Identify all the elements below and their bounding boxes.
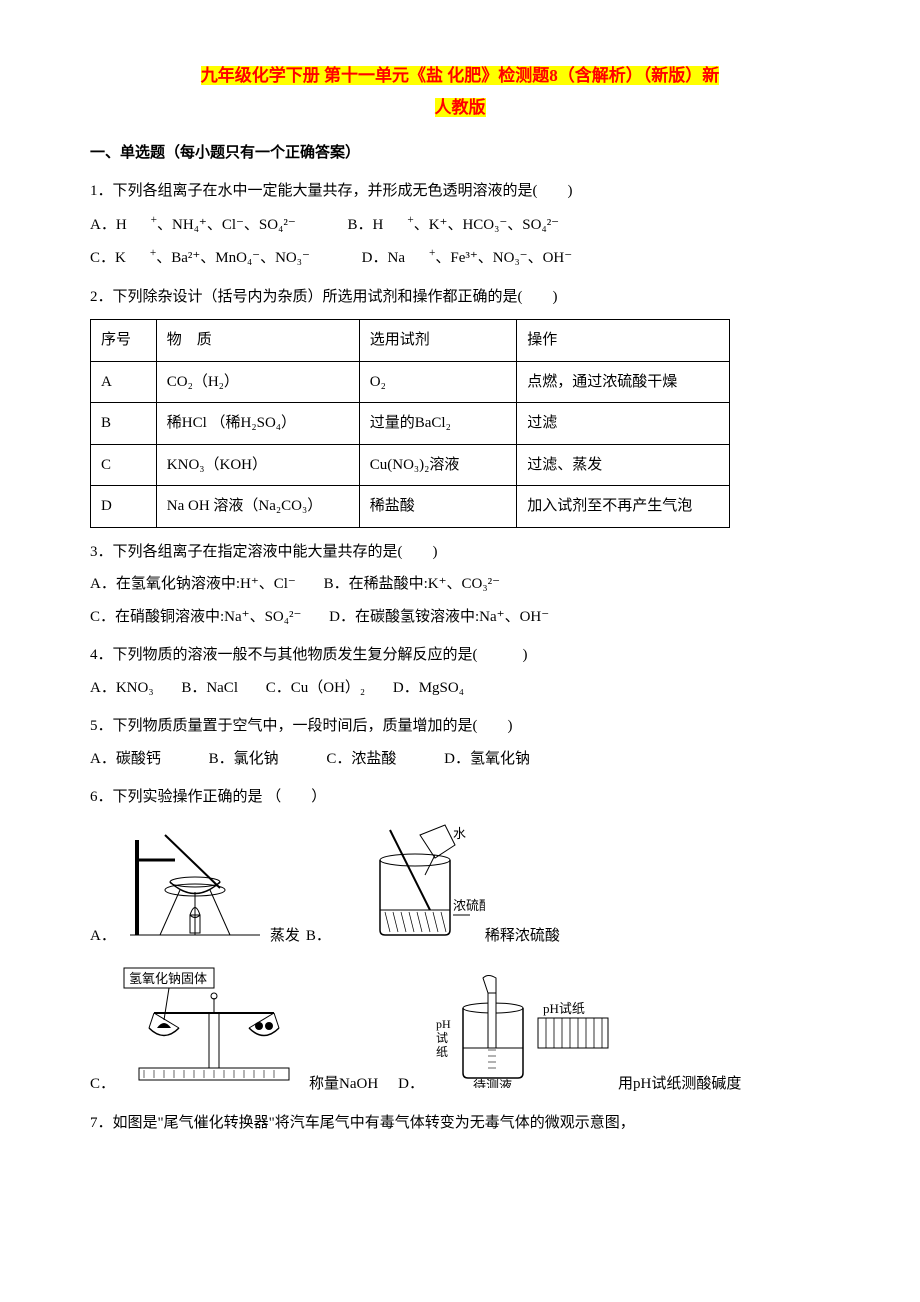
q4-opt-d: D．MgSO₄: [393, 680, 464, 696]
evaporation-figure: [120, 820, 270, 951]
q3-opt-d: D．在碳酸氢铵溶液中:Na⁺、OH⁻: [329, 609, 549, 625]
table-row: B 稀HCl （稀H₂SO₄） 过量的BaCl₂ 过滤: [91, 403, 730, 445]
table-row: D Na OH 溶液（Na₂CO₃） 稀盐酸 加入试剂至不再产生气泡: [91, 486, 730, 528]
q6-item-c: C．: [90, 958, 741, 1099]
q7-stem: 7．如图是"尾气催化转换器"将汽车尾气中有毒气体转变为无毒气体的微观示意图，: [90, 1109, 830, 1138]
q1-opt-d: D．Na+、Fe³⁺、NO₃⁻、OH⁻: [362, 250, 597, 266]
q2-table-header-row: 序号 物 质 选用试剂 操作: [91, 320, 730, 362]
q2-cell: Na OH 溶液（Na₂CO₃）: [156, 486, 359, 528]
q6-d-label: D．: [398, 1070, 424, 1099]
q2-th-2: 选用试剂: [359, 320, 517, 362]
q1-options-line1: A．H+、NH₄⁺、Cl⁻、SO₄²⁻ B．H+、K⁺、HCO₃⁻、SO₄²⁻: [90, 210, 830, 240]
ph-left-label-2: 试: [436, 1030, 448, 1045]
q4-opt-b: B．NaCl: [181, 680, 238, 696]
q5-options: A．碳酸钙 B．氯化钠 C．浓盐酸 D．氢氧化钠: [90, 745, 830, 774]
q5-opt-d: D．氢氧化钠: [444, 751, 530, 767]
ph-left-label-1: pH: [436, 1017, 451, 1031]
question-3: 3．下列各组离子在指定溶液中能大量共存的是( ) A．在氢氧化钠溶液中:H⁺、C…: [90, 538, 830, 632]
q2-cell: 加入试剂至不再产生气泡: [517, 486, 730, 528]
question-7: 7．如图是"尾气催化转换器"将汽车尾气中有毒气体转变为无毒气体的微观示意图，: [90, 1109, 830, 1138]
question-1: 1．下列各组离子在水中一定能大量共存，并形成无色透明溶液的是( ) A．H+、N…: [90, 177, 830, 273]
q2-cell: O₂: [359, 361, 517, 403]
q1-opt-a: A．H+、NH₄⁺、Cl⁻、SO₄²⁻: [90, 217, 320, 233]
doc-title-line2: 人教版: [90, 92, 830, 124]
q6-a-label: A．: [90, 922, 116, 951]
q2-cell: 稀盐酸: [359, 486, 517, 528]
q2-th-0: 序号: [91, 320, 157, 362]
section-1-heading: 一、单选题（每小题只有一个正确答案）: [90, 139, 830, 168]
q2-cell: 稀HCl （稀H₂SO₄）: [156, 403, 359, 445]
q3-stem: 3．下列各组离子在指定溶液中能大量共存的是( ): [90, 538, 830, 567]
q2-cell: 过滤、蒸发: [517, 444, 730, 486]
question-4: 4．下列物质的溶液一般不与其他物质发生复分解反应的是( ) A．KNO₃ B．N…: [90, 641, 830, 702]
q2-cell: C: [91, 444, 157, 486]
q4-opt-a: A．KNO₃: [90, 680, 154, 696]
q6-d-caption: 用pH试纸测酸碱度: [618, 1070, 741, 1099]
q2-table: 序号 物 质 选用试剂 操作 A CO₂（H₂） O₂ 点燃，通过浓硫酸干燥 B…: [90, 319, 730, 528]
question-6: 6．下列实验操作正确的是 （ ） A．: [90, 783, 830, 1099]
q2-cell: 过滤: [517, 403, 730, 445]
q1-stem: 1．下列各组离子在水中一定能大量共存，并形成无色透明溶液的是( ): [90, 177, 830, 206]
q2-cell: 过量的BaCl₂: [359, 403, 517, 445]
naoh-solid-label: 氢氧化钠固体: [129, 971, 207, 986]
q1-opt-c: C．K+、Ba²⁺、MnO₄⁻、NO₃⁻: [90, 250, 334, 266]
q3-opt-a: A．在氢氧化钠溶液中:H⁺、Cl⁻: [90, 576, 296, 592]
q2-cell: 点燃，通过浓硫酸干燥: [517, 361, 730, 403]
q6-a-caption: 蒸发: [270, 922, 300, 951]
ph-right-label: pH试纸: [543, 1001, 585, 1016]
q2-cell: CO₂（H₂）: [156, 361, 359, 403]
q6-c-caption: 称量NaOH: [309, 1070, 378, 1099]
q6-item-a: A．: [90, 820, 560, 951]
q6-stem: 6．下列实验操作正确的是 （ ）: [90, 783, 830, 812]
q5-opt-c: C．浓盐酸: [326, 751, 396, 767]
table-row: C KNO₃（KOH） Cu(NO₃)₂溶液 过滤、蒸发: [91, 444, 730, 486]
q5-opt-a: A．碳酸钙: [90, 751, 161, 767]
q3-line1: A．在氢氧化钠溶液中:H⁺、Cl⁻ B．在稀盐酸中:K⁺、CO₃²⁻: [90, 570, 830, 599]
dilute-acid-figure: 水 浓硫酸: [335, 820, 485, 951]
q2-th-1: 物 质: [156, 320, 359, 362]
q4-options: A．KNO₃ B．NaCl C．Cu（OH）₂ D．MgSO₄: [90, 674, 830, 703]
q6-row2: C．: [90, 958, 830, 1099]
q2-stem: 2．下列除杂设计（括号内为杂质）所选用试剂和操作都正确的是( ): [90, 283, 830, 312]
q3-line2: C．在硝酸铜溶液中:Na⁺、SO₄²⁻ D．在碳酸氢铵溶液中:Na⁺、OH⁻: [90, 603, 830, 632]
doc-title-line1: 九年级化学下册 第十一单元《盐 化肥》检测题8（含解析）（新版）新: [90, 60, 830, 92]
q1-options-line2: C．K+、Ba²⁺、MnO₄⁻、NO₃⁻ D．Na+、Fe³⁺、NO₃⁻、OH⁻: [90, 243, 830, 273]
q2-cell: A: [91, 361, 157, 403]
q2-cell: D: [91, 486, 157, 528]
q6-b-label: B．: [306, 922, 331, 951]
q2-cell: B: [91, 403, 157, 445]
q4-opt-c: C．Cu（OH）₂: [266, 680, 365, 696]
ph-paper-figure: pH 试 纸 待测液 pH试纸: [428, 968, 618, 1099]
q5-opt-b: B．氯化钠: [209, 751, 279, 767]
question-2: 2．下列除杂设计（括号内为杂质）所选用试剂和操作都正确的是( ) 序号 物 质 …: [90, 283, 830, 528]
q2-th-3: 操作: [517, 320, 730, 362]
test-liquid-label: 待测液: [473, 1078, 512, 1088]
q3-opt-b: B．在稀盐酸中:K⁺、CO₃²⁻: [324, 576, 500, 592]
ph-left-label-3: 纸: [436, 1045, 448, 1059]
q6-c-label: C．: [90, 1070, 115, 1099]
table-row: A CO₂（H₂） O₂ 点燃，通过浓硫酸干燥: [91, 361, 730, 403]
water-label: 水: [453, 826, 466, 841]
q4-stem: 4．下列物质的溶液一般不与其他物质发生复分解反应的是( ): [90, 641, 830, 670]
q5-stem: 5．下列物质质量置于空气中，一段时间后，质量增加的是( ): [90, 712, 830, 741]
q6-b-caption: 稀释浓硫酸: [485, 922, 560, 951]
q6-row1: A．: [90, 820, 830, 951]
q2-cell: Cu(NO₃)₂溶液: [359, 444, 517, 486]
q1-opt-b: B．H+、K⁺、HCO₃⁻、SO₄²⁻: [348, 217, 584, 233]
acid-label: 浓硫酸: [453, 898, 485, 913]
q2-cell: KNO₃（KOH）: [156, 444, 359, 486]
q3-opt-c: C．在硝酸铜溶液中:Na⁺、SO₄²⁻: [90, 609, 301, 625]
question-5: 5．下列物质质量置于空气中，一段时间后，质量增加的是( ) A．碳酸钙 B．氯化…: [90, 712, 830, 773]
balance-figure: 氢氧化钠固体: [119, 958, 309, 1099]
